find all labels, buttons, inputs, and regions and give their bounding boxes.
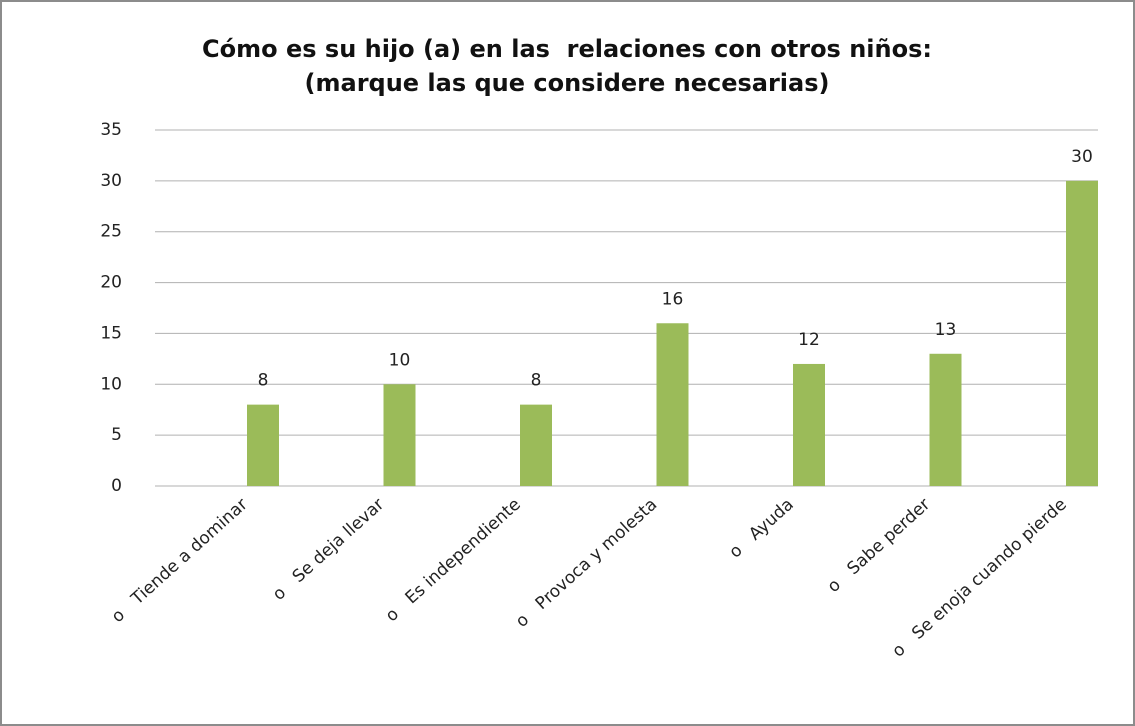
y-tick-label: 5 bbox=[111, 425, 122, 445]
bar bbox=[793, 363, 825, 486]
y-tick-label: 35 bbox=[100, 120, 122, 140]
y-tick-label: 10 bbox=[100, 374, 122, 394]
value-label: 30 bbox=[1071, 147, 1093, 167]
y-tick-label: 30 bbox=[100, 171, 122, 191]
bar bbox=[247, 404, 279, 486]
y-tick-label: 20 bbox=[100, 273, 122, 293]
value-label: 16 bbox=[662, 289, 684, 309]
value-label: 12 bbox=[798, 330, 820, 350]
y-tick-label: 0 bbox=[111, 476, 122, 496]
chart-title: (marque las que considere necesarias) bbox=[305, 69, 830, 97]
value-label: 8 bbox=[531, 371, 542, 391]
y-tick-label: 15 bbox=[100, 323, 122, 343]
value-label: 8 bbox=[258, 371, 269, 391]
bar bbox=[520, 404, 552, 486]
bar bbox=[383, 384, 416, 486]
chart-title: Cómo es su hijo (a) en las relaciones co… bbox=[202, 35, 932, 63]
bar bbox=[656, 323, 689, 486]
bar bbox=[929, 353, 962, 486]
value-label: 10 bbox=[389, 350, 411, 370]
y-tick-label: 25 bbox=[100, 222, 122, 242]
bar bbox=[1066, 180, 1098, 486]
value-label: 13 bbox=[935, 320, 957, 340]
